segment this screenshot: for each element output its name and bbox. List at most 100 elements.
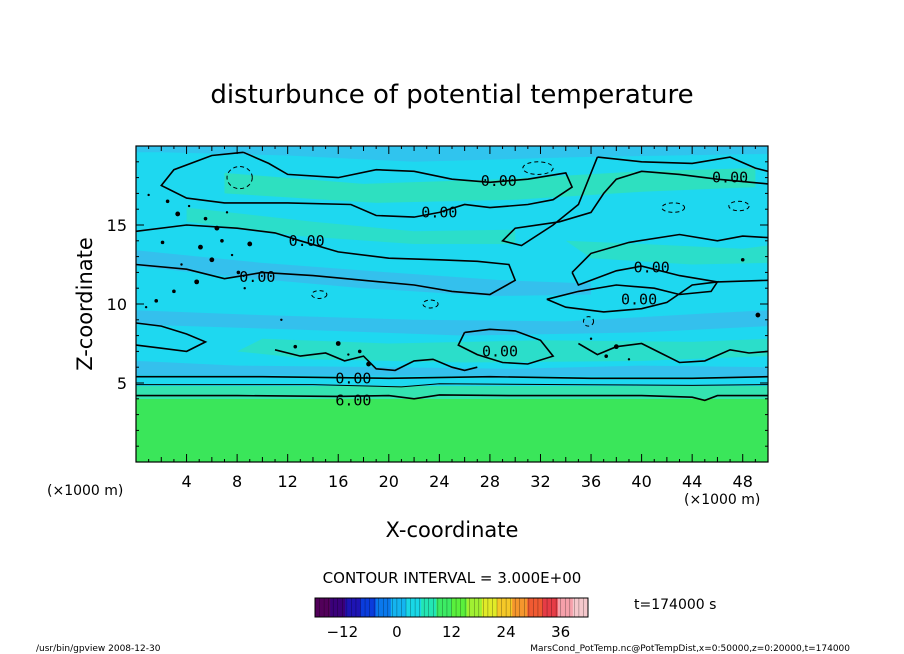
x-tick-label: 28 [480, 472, 500, 491]
convective-cell [154, 299, 159, 303]
contour-line [274, 349, 478, 372]
convective-cell [209, 257, 215, 263]
convective-cell [198, 244, 203, 250]
contour-label: 0.00 [421, 203, 457, 221]
convective-cell [335, 341, 341, 346]
colorbar-segment [527, 598, 543, 617]
convective-cell [247, 241, 253, 247]
colorbar-segment [406, 598, 422, 617]
field-patch [186, 207, 516, 244]
convective-cell [243, 287, 246, 290]
contour-line [136, 375, 768, 380]
convective-cell [236, 270, 241, 275]
x-axis: 4 8 12 16 20 24 28 32 36 40 44 48 [135, 146, 769, 491]
plot-area: 0.00 0.00 0.00 0.00 0.00 0.00 0.00 0.00 0.00 6.00 [136, 146, 768, 462]
x-tick-label: 12 [278, 472, 298, 491]
colorbar-segment [345, 598, 361, 617]
convective-cell [613, 344, 619, 350]
colorbar-segment [315, 598, 331, 617]
convective-cell [280, 318, 283, 321]
lower-layer [136, 399, 768, 462]
contour-line [571, 233, 768, 273]
x-tick-label: 20 [379, 472, 399, 491]
small-contour-cells [144, 193, 761, 367]
colorbar-tick-label: −12 [326, 623, 358, 641]
convective-cell [740, 257, 745, 262]
contour-line [136, 224, 517, 296]
x-tick-label: 36 [581, 472, 601, 491]
contour-line [571, 265, 768, 287]
colorbar-frame [314, 597, 589, 618]
colorbar: −12 0 12 24 36 [314, 597, 589, 641]
colorbar-segment [542, 598, 558, 617]
footer-right: MarsCond_PotTemp.nc@PotTempDist,x=0:5000… [530, 644, 850, 654]
convective-cell [187, 204, 191, 208]
convective-cell [160, 240, 165, 245]
y-axis: 5 10 15 [107, 145, 768, 463]
colorbar-segment [390, 598, 407, 617]
convective-cell [225, 211, 229, 214]
field-patch [136, 146, 768, 162]
negative-contour [522, 161, 554, 175]
convective-cell [604, 354, 609, 358]
convective-cell [220, 239, 224, 243]
convective-cell [203, 216, 208, 221]
contour-interval: CONTOUR INTERVAL = 3.000E+00 [323, 569, 582, 587]
convective-cell [366, 361, 371, 367]
x-tick-label: 16 [328, 472, 348, 491]
convective-cell [293, 344, 298, 349]
convective-cell [165, 199, 170, 204]
contour-line [160, 151, 574, 218]
contour-label: 0.00 [239, 268, 275, 286]
convective-cell [357, 349, 362, 354]
contour-line [577, 342, 768, 364]
x-unit-right: (×1000 m) [684, 492, 760, 508]
colorbar-segment [572, 598, 589, 617]
convective-cell [172, 289, 176, 294]
negative-contour [311, 290, 328, 299]
field-patch [136, 360, 768, 377]
contour-label: 0.00 [481, 172, 517, 190]
negative-contour [728, 200, 750, 212]
x-tick-label: 8 [232, 472, 242, 491]
contour-label: 0.00 [289, 232, 325, 250]
x-axis-label: X-coordinate [386, 518, 519, 542]
colorbar-segment [481, 598, 498, 617]
convective-cell [147, 193, 150, 197]
x-tick-label: 40 [631, 472, 651, 491]
contour-line [597, 156, 768, 173]
colorbar-tick-label: 12 [442, 623, 461, 641]
contour-label: 6.00 [335, 391, 371, 409]
x-tick-label: 44 [682, 472, 702, 491]
convective-cell [144, 305, 148, 309]
colorbar-tick-label: 0 [392, 623, 402, 641]
y-axis-label: Z-coordinate [73, 237, 97, 371]
y-tick-label: 5 [117, 374, 127, 393]
y-tick-label: 10 [107, 295, 127, 314]
convective-cell [180, 263, 183, 266]
contour-line [457, 328, 555, 365]
convective-cell [589, 337, 593, 340]
contour-label: 0.00 [335, 369, 371, 387]
x-tick-label: 4 [181, 472, 191, 491]
field-patch [136, 250, 591, 297]
field-patch [136, 310, 768, 336]
convective-cell [347, 353, 350, 356]
colorbar-segment [451, 598, 467, 617]
negative-contour [661, 202, 686, 213]
negative-contour [226, 166, 253, 190]
x-tick-label: 32 [530, 472, 550, 491]
contour-label: 0.00 [482, 342, 518, 360]
convective-cell [627, 358, 631, 361]
convective-cell [755, 312, 761, 318]
contour-line [136, 394, 768, 402]
contour-label: 0.00 [634, 259, 670, 277]
contour-labels: 0.00 0.00 0.00 0.00 0.00 0.00 0.00 0.00 0.00 6.00 [239, 169, 748, 410]
colorbar-tick-label: 24 [497, 623, 516, 641]
contour-label: 0.00 [621, 290, 657, 308]
y-tick-label: 15 [107, 216, 127, 235]
x-tick-label: 24 [429, 472, 449, 491]
convective-cell [214, 225, 220, 231]
x-unit-left: (×1000 m) [47, 483, 123, 499]
